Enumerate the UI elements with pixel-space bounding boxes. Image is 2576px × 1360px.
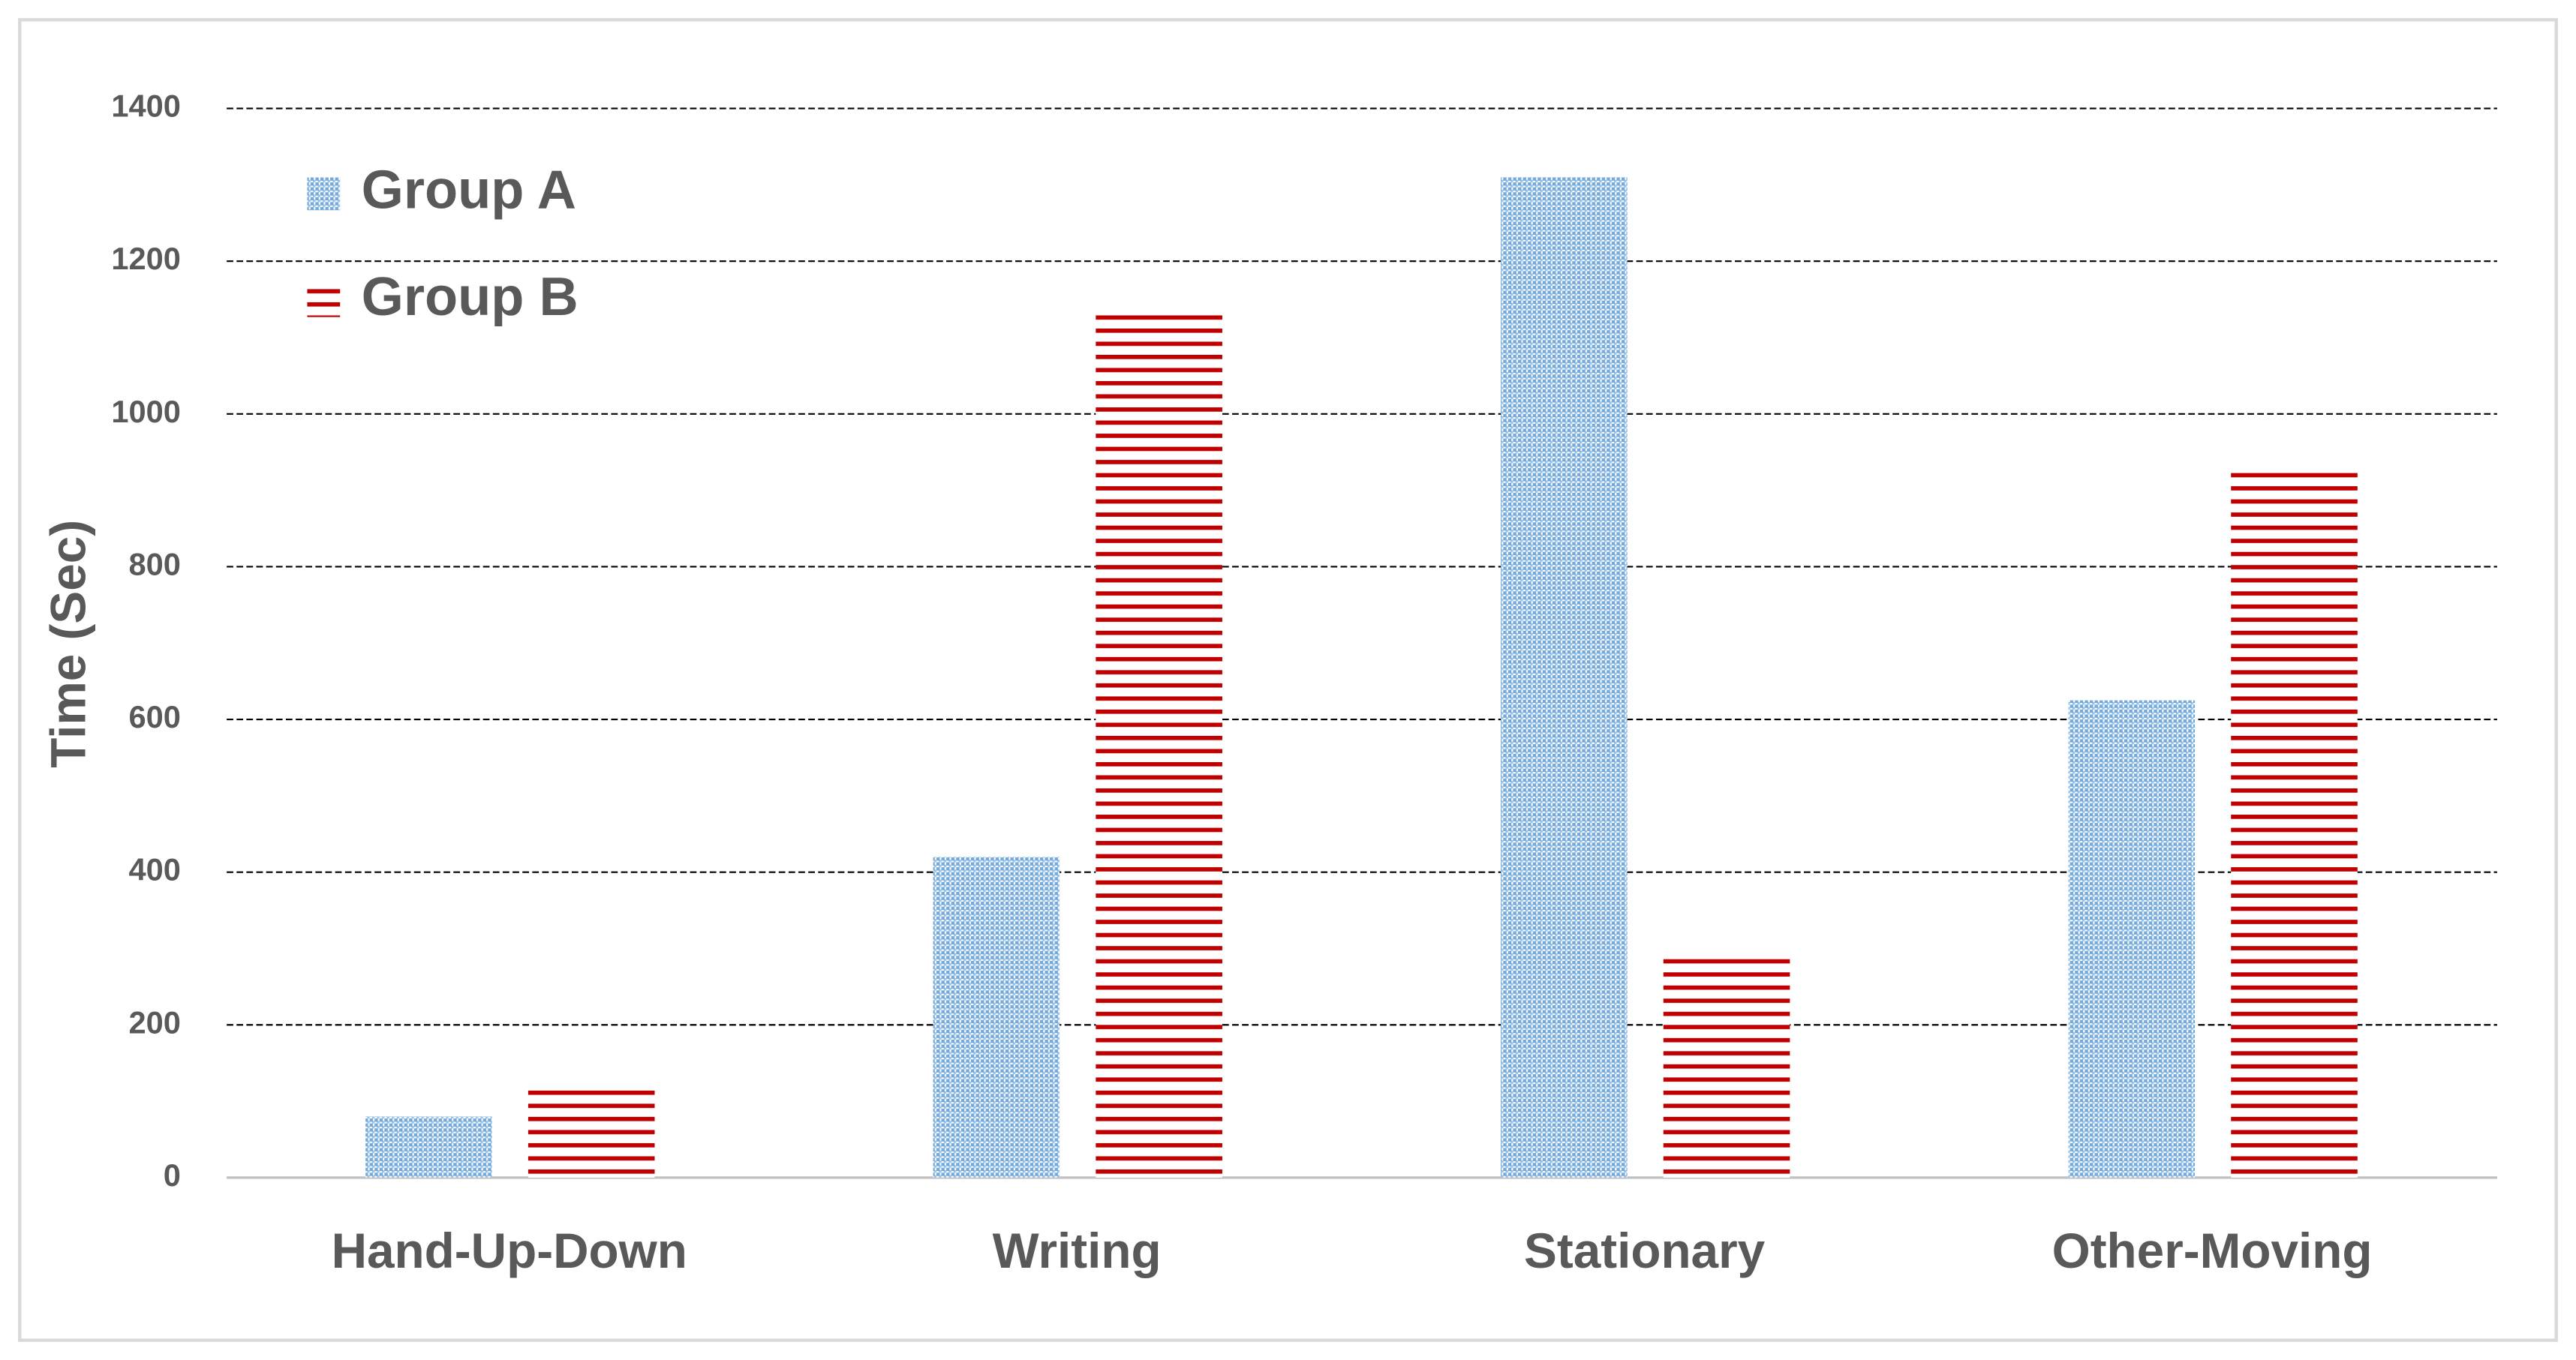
y-tick-label: 800 bbox=[128, 546, 180, 581]
legend-swatch bbox=[307, 177, 341, 211]
bar bbox=[365, 1116, 492, 1178]
legend-label: Group B bbox=[362, 267, 579, 327]
y-axis-title: Time (Sec) bbox=[41, 520, 96, 768]
legend-label: Group A bbox=[362, 161, 576, 221]
legend-swatch bbox=[307, 284, 341, 317]
y-tick-label: 1400 bbox=[111, 89, 181, 124]
y-tick-label: 400 bbox=[128, 852, 180, 887]
bar bbox=[1501, 177, 1628, 1178]
y-tick-label: 0 bbox=[164, 1157, 181, 1193]
x-tick-label: Hand-Up-Down bbox=[332, 1223, 687, 1278]
y-tick-label: 600 bbox=[128, 699, 180, 734]
bar bbox=[1663, 956, 1790, 1178]
bar bbox=[2231, 471, 2358, 1178]
y-tick-label: 1000 bbox=[111, 394, 181, 429]
x-tick-label: Other-Moving bbox=[2052, 1223, 2373, 1278]
x-tick-label: Writing bbox=[993, 1223, 1162, 1278]
bar bbox=[528, 1085, 655, 1178]
bar bbox=[933, 857, 1060, 1178]
x-tick-label: Stationary bbox=[1524, 1223, 1766, 1278]
y-tick-label: 1200 bbox=[111, 241, 181, 276]
bar bbox=[2068, 700, 2196, 1178]
bar bbox=[1096, 307, 1222, 1178]
y-tick-label: 200 bbox=[128, 1004, 180, 1040]
